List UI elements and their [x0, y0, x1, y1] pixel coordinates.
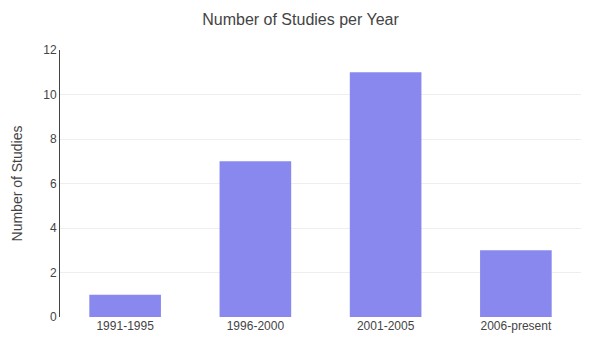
svg-text:2001-2005: 2001-2005 — [357, 319, 415, 333]
svg-text:2006-present: 2006-present — [481, 319, 552, 333]
svg-text:6: 6 — [50, 177, 57, 191]
svg-text:Number of Studies per Year: Number of Studies per Year — [202, 11, 399, 28]
svg-text:0: 0 — [50, 310, 57, 324]
svg-text:Number of Studies: Number of Studies — [9, 126, 25, 242]
svg-text:8: 8 — [50, 132, 57, 146]
svg-text:2: 2 — [50, 266, 57, 280]
svg-text:1996-2000: 1996-2000 — [227, 319, 285, 333]
svg-text:10: 10 — [43, 88, 57, 102]
svg-text:1991-1995: 1991-1995 — [96, 319, 154, 333]
svg-text:4: 4 — [50, 221, 57, 235]
svg-text:12: 12 — [43, 43, 57, 57]
